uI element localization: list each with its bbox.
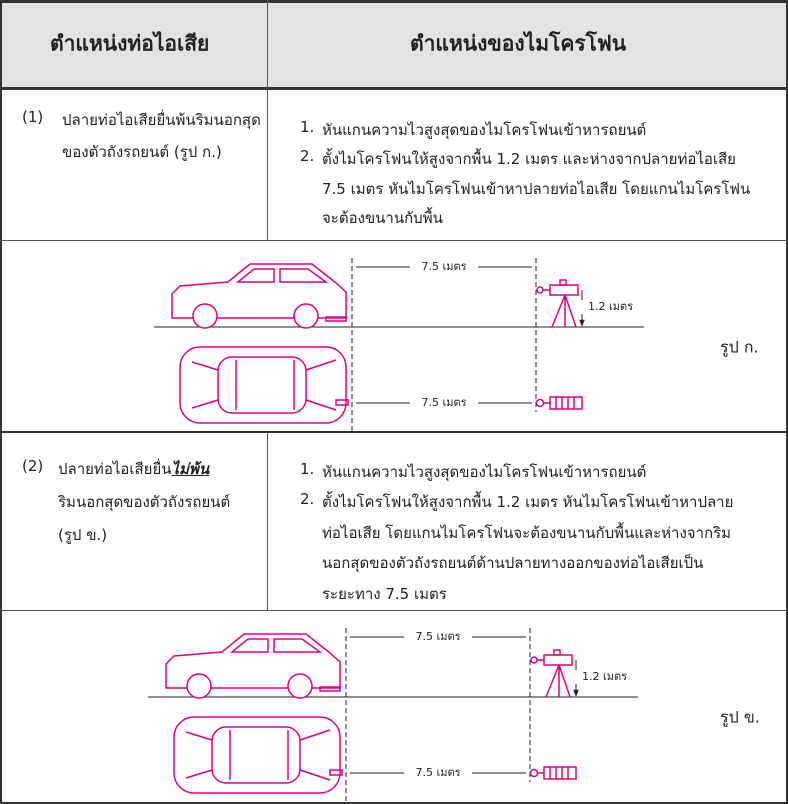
number: 2.: [300, 490, 315, 508]
text: นอกสุดของตัวถังรถยนต์ด้านปลายทางออกของท่…: [322, 554, 704, 572]
height-label: 1.2 เมตร: [582, 670, 627, 683]
height-label: 1.2 เมตร: [588, 300, 633, 313]
header-cell: ตำแหน่งของไมโครโฟน: [410, 31, 627, 56]
text: ของตัวถังรถยนต์ (รูป ก.): [62, 143, 222, 161]
divider: [267, 0, 268, 240]
distance-label: 7.5 เมตร: [421, 260, 466, 273]
text: ตั้งไมโครโฟนให้สูงจากพื้น 1.2 เมตร หันไม…: [322, 493, 734, 511]
label: (2): [22, 457, 44, 475]
caption: รูป ก.: [720, 338, 759, 358]
text: ปลายท่อไอเสียยื่น: [58, 460, 172, 478]
label: (1): [22, 108, 44, 126]
number: 1.: [300, 460, 315, 478]
divider: [0, 431, 788, 433]
text: 7.5 เมตร หันไมโครโฟนเข้าหาปลายท่อไอเสีย …: [322, 180, 751, 198]
text: ระยะทาง 7.5 เมตร: [322, 585, 447, 603]
number: 2.: [300, 147, 315, 165]
number: 1.: [300, 118, 315, 136]
text: หันแกนความไวสูงสุดของไมโครโฟนเข้าหารถยนต…: [322, 121, 647, 139]
distance-label: 7.5 เมตร: [421, 396, 466, 409]
divider: [267, 432, 268, 610]
text: จะต้องขนานกับพื้น: [322, 209, 443, 227]
caption: รูป ข.: [720, 708, 760, 728]
distance-label: 7.5 เมตร: [415, 766, 460, 779]
text: ท่อไอเสีย โดยแกนไมโครโฟนจะต้องขนานกับพื้…: [322, 524, 732, 542]
header-row: [0, 0, 788, 90]
text: หันแกนความไวสูงสุดของไมโครโฟนเข้าหารถยนต…: [322, 463, 647, 481]
divider: [0, 240, 788, 241]
divider: [0, 610, 788, 611]
figure-2: 7.5 เมตร 1.2 เมตร 7.5 เมตร รูป ข.: [148, 628, 760, 802]
header-cell: ตำแหน่งท่อไอเสีย: [50, 31, 210, 56]
emphasis: ไม่พ้น: [171, 460, 210, 478]
figure-1: 7.5 เมตร 1.2 เมตร 7.5 เมตร รูป ก.: [154, 258, 759, 432]
text: ตั้งไมโครโฟนให้สูงจากพื้น 1.2 เมตร และห่…: [322, 150, 736, 168]
text: ริมนอกสุดของตัวถังรถยนต์: [58, 493, 231, 511]
text: (รูป ข.): [58, 526, 108, 544]
distance-label: 7.5 เมตร: [415, 630, 460, 643]
line: ปลายท่อไอเสียยื่นไม่พ้น: [58, 457, 209, 481]
text: ปลายท่อไอเสียยื่นพ้นริมนอกสุด: [62, 111, 261, 129]
